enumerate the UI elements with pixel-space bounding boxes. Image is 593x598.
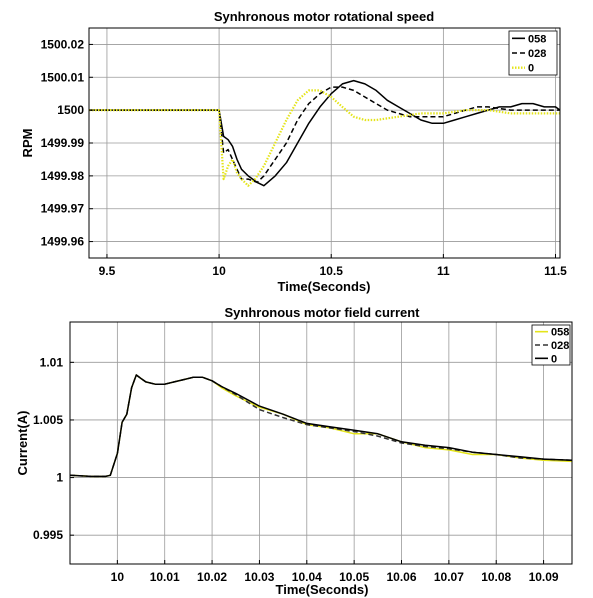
speed-y-tick-label: 1499.99: [41, 136, 85, 150]
current-x-tick-label: 10.02: [197, 570, 227, 584]
current-x-tick-label: 10.07: [434, 570, 464, 584]
speed-legend-label-0: 0: [528, 63, 534, 75]
current-chart-plot-frame: [69, 321, 573, 565]
current-chart-x-axis-label: Time(Seconds): [276, 582, 369, 597]
speed-y-tick-label: 1499.98: [41, 169, 85, 183]
speed-series-028-line: [89, 86, 560, 184]
current-legend-label-028: 028: [551, 340, 569, 352]
speed-x-tick-label: 11: [437, 264, 450, 278]
speed-series-058-line: [89, 79, 561, 187]
speed-chart-y-axis-label: RPM: [20, 129, 35, 158]
speed-series-0-line: [89, 89, 560, 187]
speed-legend-label-058: 058: [528, 33, 546, 45]
speed-chart-x-axis-label: Time(Seconds): [278, 279, 371, 294]
speed-chart: Synhronous motor rotational speed 9.5 10 1…: [20, 9, 567, 294]
current-series-0-line: [69, 374, 573, 478]
current-x-tick-label: 10.04: [292, 570, 322, 584]
current-legend-label-0: 0: [551, 353, 557, 365]
speed-legend-label-028: 028: [528, 48, 546, 60]
speed-chart-title: Synhronous motor rotational speed: [214, 9, 434, 24]
speed-y-tick-label: 1500.01: [41, 70, 85, 84]
speed-y-tick-label: 1499.97: [41, 202, 85, 216]
speed-y-tick-label: 1500.02: [41, 37, 85, 51]
current-chart-title: Synhronous motor field current: [224, 305, 420, 320]
current-x-tick-label: 10: [111, 570, 125, 584]
current-y-tick-label: 0.995: [33, 528, 63, 542]
speed-x-tick-label: 11.5: [544, 264, 567, 278]
current-x-tick-label: 10.03: [244, 570, 274, 584]
speed-x-tick-label: 10: [212, 264, 226, 278]
speed-x-tick-label: 9.5: [99, 264, 116, 278]
current-x-tick-label: 10.05: [339, 570, 369, 584]
current-chart-y-axis-label: Current(A): [15, 411, 30, 476]
speed-y-tick-label: 1500: [57, 103, 84, 117]
speed-chart-legend: 058 028 0: [508, 30, 558, 76]
current-chart: Synhronous motor field current 10 10.01 10…: [15, 305, 573, 597]
current-x-tick-label: 10.08: [481, 570, 511, 584]
current-y-tick-label: 1.01: [40, 355, 64, 369]
current-x-tick-label: 10.06: [386, 570, 416, 584]
speed-x-tick-label: 10.5: [320, 264, 344, 278]
current-x-tick-label: 10.01: [150, 570, 180, 584]
current-legend-label-058: 058: [551, 327, 569, 339]
current-y-tick-label: 1.005: [33, 413, 63, 427]
current-x-tick-label: 10.09: [529, 570, 559, 584]
current-y-tick-label: 1: [56, 471, 63, 485]
speed-y-tick-label: 1499.96: [41, 235, 85, 249]
